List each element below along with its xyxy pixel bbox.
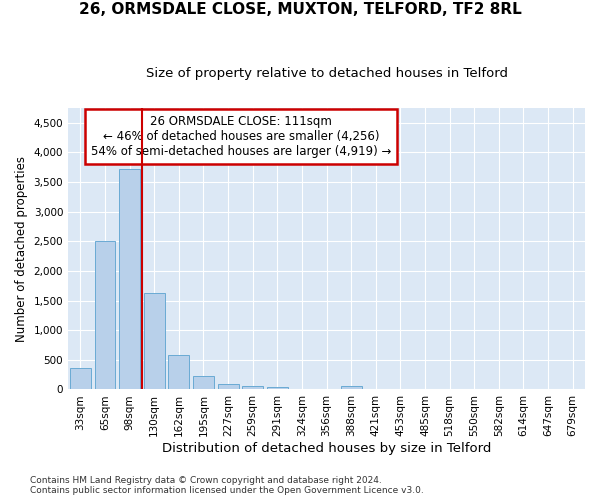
Bar — [341, 386, 362, 390]
Title: Size of property relative to detached houses in Telford: Size of property relative to detached ho… — [146, 68, 508, 80]
Text: Contains HM Land Registry data © Crown copyright and database right 2024.
Contai: Contains HM Land Registry data © Crown c… — [30, 476, 424, 495]
Bar — [267, 387, 288, 390]
Bar — [70, 368, 91, 390]
Bar — [193, 376, 214, 390]
Bar — [218, 384, 239, 390]
X-axis label: Distribution of detached houses by size in Telford: Distribution of detached houses by size … — [162, 442, 491, 455]
Text: 26 ORMSDALE CLOSE: 111sqm
← 46% of detached houses are smaller (4,256)
54% of se: 26 ORMSDALE CLOSE: 111sqm ← 46% of detac… — [91, 115, 391, 158]
Bar — [119, 169, 140, 390]
Text: 26, ORMSDALE CLOSE, MUXTON, TELFORD, TF2 8RL: 26, ORMSDALE CLOSE, MUXTON, TELFORD, TF2… — [79, 2, 521, 18]
Bar — [169, 354, 189, 390]
Bar — [242, 386, 263, 390]
Bar — [144, 293, 164, 390]
Y-axis label: Number of detached properties: Number of detached properties — [15, 156, 28, 342]
Bar — [95, 242, 115, 390]
